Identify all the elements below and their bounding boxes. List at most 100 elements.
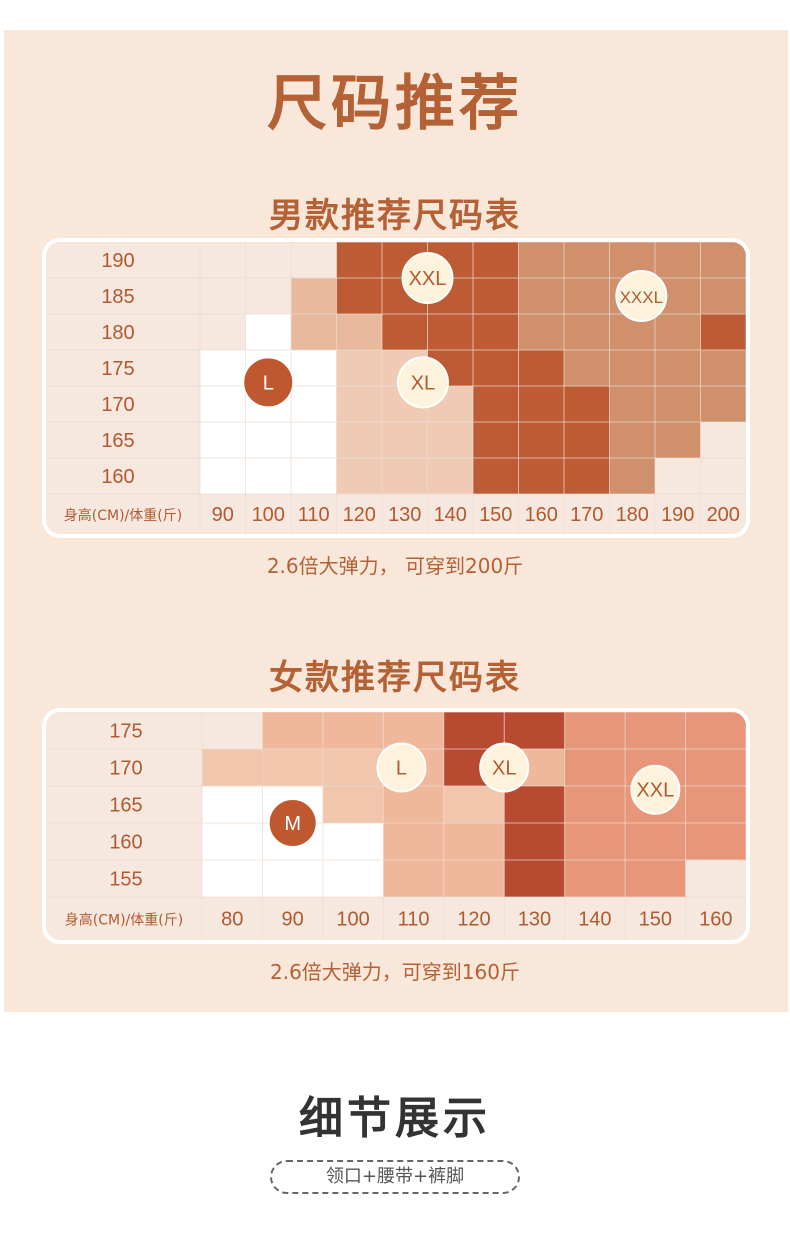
height-label-column — [46, 242, 200, 534]
weight-label: 140 — [434, 504, 467, 526]
size-grid-cell — [443, 823, 505, 860]
axis-label: 身高(CM)/体重(斤) — [65, 912, 183, 929]
size-grid-cell — [700, 242, 746, 278]
size-grid-cell — [322, 712, 384, 749]
weight-label: 80 — [221, 909, 243, 931]
page-title: 尺码推荐 — [267, 69, 523, 139]
size-grid-cell — [655, 422, 701, 458]
size-grid-cell — [504, 823, 565, 860]
men-svg: 190 185 180 175 170 165 160 90 100 110 120 130 140 15… — [46, 242, 746, 534]
size-grid-cell — [245, 278, 291, 314]
size-grid-cell — [383, 712, 444, 749]
size-grid-cell — [625, 860, 686, 897]
size-grid-cell — [336, 422, 382, 458]
size-grid-cell — [685, 860, 746, 897]
weight-label: 100 — [252, 504, 285, 526]
women-chart-note: 2.6倍大弹力，可穿到160斤 — [270, 960, 520, 984]
weight-label: 120 — [343, 504, 376, 526]
size-grid-cell — [245, 314, 291, 350]
size-grid-cell — [518, 458, 564, 494]
size-grid-cell — [200, 386, 246, 422]
size-grid-cell — [200, 422, 246, 458]
weight-label: 150 — [639, 909, 672, 931]
size-grid-cell — [202, 860, 263, 897]
height-label: 175 — [109, 721, 142, 743]
height-label: 160 — [109, 832, 142, 854]
size-grid-cell — [473, 314, 519, 350]
size-grid-cell — [336, 314, 382, 350]
weight-label: 110 — [298, 504, 330, 526]
size-grid-cell — [245, 422, 291, 458]
size-badge-label: M — [284, 813, 301, 835]
size-grid-cell — [504, 786, 565, 823]
size-badge-m — [267, 798, 318, 848]
size-grid-cell — [245, 458, 291, 494]
size-grid-cell — [700, 458, 746, 494]
size-grid-cell — [609, 386, 655, 422]
height-label: 155 — [109, 869, 142, 891]
size-grid-cell — [518, 278, 564, 314]
size-grid-cell — [443, 786, 505, 823]
size-grid-cell — [564, 786, 626, 823]
size-grid-cell — [382, 458, 428, 494]
size-grid-cell — [336, 278, 382, 314]
size-grid-cell — [291, 350, 337, 386]
size-badge-label: XXL — [636, 780, 674, 802]
weight-label: 130 — [388, 504, 421, 526]
size-grid-cell — [336, 242, 382, 278]
size-grid-cell — [518, 386, 564, 422]
weight-label-row — [46, 494, 746, 534]
size-grid-cell — [202, 712, 263, 749]
size-grid-cell — [427, 422, 473, 458]
height-label: 185 — [101, 286, 134, 308]
weight-label: 120 — [457, 909, 490, 931]
size-grid-cell — [564, 823, 626, 860]
size-grid-cell — [202, 749, 263, 786]
size-grid-cell — [382, 314, 428, 350]
weight-label: 150 — [479, 504, 512, 526]
size-badge-xxl — [401, 252, 454, 304]
size-grid-cell — [564, 712, 626, 749]
size-grid-cell — [655, 350, 701, 386]
size-grid-cell — [473, 242, 519, 278]
size-grid-cell — [427, 458, 473, 494]
size-grid-cell — [609, 350, 655, 386]
size-badge-label: XXXL — [620, 288, 663, 307]
weight-label: 100 — [336, 909, 369, 931]
size-grid-cell — [564, 278, 610, 314]
size-grid-cell — [625, 823, 686, 860]
size-badge-label: L — [263, 372, 274, 394]
size-grid-cell — [262, 712, 323, 749]
size-grid-cell — [518, 422, 564, 458]
size-grid-cell — [336, 350, 382, 386]
size-grid-cell — [685, 749, 746, 786]
size-badge-label: XXL — [409, 268, 447, 290]
size-grid-cell — [322, 860, 384, 897]
size-grid-cell — [564, 242, 610, 278]
size-grid-cell — [700, 422, 746, 458]
size-grid-cell — [564, 749, 626, 786]
size-grid-cell — [700, 350, 746, 386]
weight-label: 110 — [398, 909, 430, 931]
size-grid-cell — [564, 386, 610, 422]
weight-label: 90 — [282, 909, 304, 931]
size-grid-cell — [200, 242, 246, 278]
size-grid-cell — [336, 458, 382, 494]
height-label: 160 — [101, 466, 134, 488]
size-grid-cell — [655, 314, 701, 350]
size-badge-label: L — [396, 758, 407, 780]
weight-label: 180 — [616, 504, 649, 526]
size-grid-cell — [473, 278, 519, 314]
size-grid-cell — [564, 350, 610, 386]
height-label: 190 — [101, 250, 134, 272]
women-chart-title: 女款推荐尺码表 — [269, 658, 521, 698]
size-grid-cell — [202, 823, 263, 860]
size-grid-cell — [609, 458, 655, 494]
size-grid-cell — [685, 786, 746, 823]
size-badge-xl — [396, 356, 449, 409]
weight-label: 90 — [212, 504, 234, 526]
size-grid-cell — [564, 458, 610, 494]
size-grid-cell — [473, 350, 519, 386]
size-badge-xxl — [630, 764, 681, 815]
weight-label-row — [46, 897, 746, 940]
